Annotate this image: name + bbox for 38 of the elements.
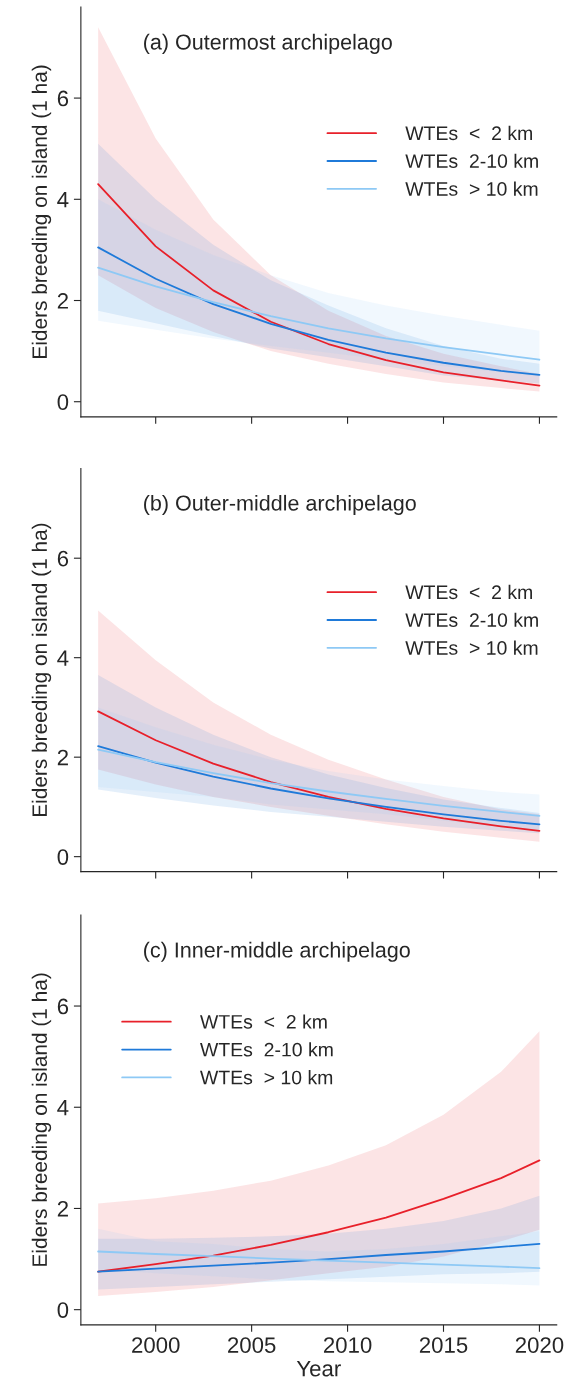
line-series	[97, 266, 541, 361]
legend-label: WTEs > 10 km	[200, 1070, 333, 1085]
x-tick-label: 2010	[323, 1337, 372, 1353]
text: (b) Outer-middle archipelago	[144, 494, 416, 515]
y-tick-label: 2	[57, 749, 68, 766]
x-tick-label: 2000	[132, 1337, 180, 1353]
y-tick-label: 0	[57, 1302, 69, 1318]
legend-label: WTEs > 10 km	[405, 181, 538, 196]
line-series	[97, 1250, 541, 1270]
x-axis-title: Year	[296, 1360, 341, 1377]
y-tick-label: 4	[57, 650, 69, 666]
x-tick-label: 2020	[515, 1337, 564, 1353]
line-series	[97, 1242, 541, 1273]
x-tick-label: 2005	[228, 1337, 276, 1353]
text: (a) Outermost archipelago	[144, 33, 392, 54]
y-tick-label: 4	[57, 192, 69, 208]
y-tick-label: 0	[57, 849, 69, 865]
legend-label: WTEs 2-10 km	[405, 612, 538, 627]
x-tick-label: 2015	[419, 1337, 468, 1353]
y-tick-label: 6	[57, 998, 69, 1015]
y-tick-label: 6	[57, 550, 69, 567]
line-series	[97, 246, 541, 376]
legend-label: WTEs 2-10 km	[200, 1042, 333, 1057]
y-tick-label: 2	[57, 293, 68, 309]
legend-label: WTEs > 10 km	[405, 640, 538, 655]
y-tick-label: 4	[57, 1100, 69, 1116]
y-axis-title: Eiders breeding on island (1 ha)	[31, 65, 52, 358]
legend-label: WTEs < 2 km	[405, 584, 532, 600]
legend-label: WTEs < 2 km	[405, 125, 532, 141]
legend-label: WTEs < 2 km	[200, 1014, 327, 1029]
legend-label: WTEs 2-10 km	[405, 153, 538, 168]
y-axis-title: Eiders breeding on island (1 ha)	[31, 523, 52, 817]
line-series	[97, 1159, 541, 1273]
y-tick-label: 0	[57, 394, 69, 410]
y-axis-title: Eiders breeding on island (1 ha)	[31, 973, 52, 1266]
y-tick-label: 6	[57, 90, 69, 107]
y-tick-label: 2	[57, 1200, 68, 1217]
text: (c) Inner-middle archipelago	[144, 941, 410, 962]
